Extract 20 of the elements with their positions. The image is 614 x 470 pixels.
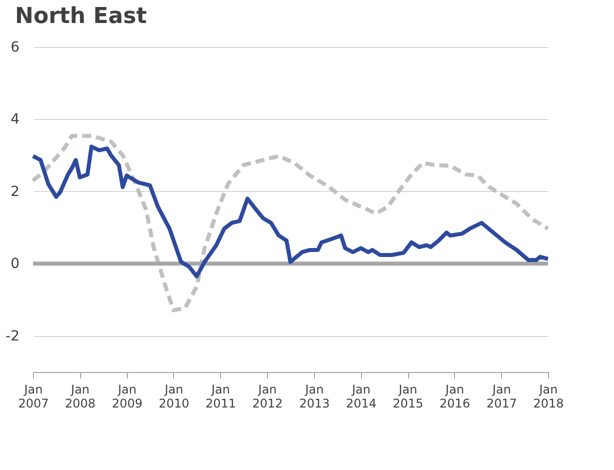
chart-title: North East	[15, 4, 148, 29]
x-tick-label: Jan 2013	[299, 382, 330, 410]
line-series	[31, 144, 550, 278]
x-tick-label: Jan 2009	[112, 382, 142, 410]
y-tick-label: 6	[10, 40, 20, 56]
x-tick-label: Jan 2011	[205, 382, 236, 410]
y-tick-label: 4	[10, 112, 20, 128]
x-tick-label: Jan 2010	[158, 382, 190, 410]
y-tick-label: 2	[10, 184, 20, 200]
x-tick-label: Jan 2018	[533, 382, 564, 410]
line-series	[31, 134, 550, 312]
x-tick-label: Jan 2016	[440, 382, 470, 410]
x-tick-label: Jan 2015	[392, 382, 424, 410]
x-tick-label: Jan 2014	[346, 382, 377, 410]
x-tick-label: Jan 2008	[65, 382, 96, 410]
y-tick-label: -2	[6, 328, 20, 344]
y-tick-label: 0	[10, 256, 20, 272]
x-tick-label: Jan 2012	[252, 382, 283, 410]
x-tick-label: Jan 2007	[18, 382, 49, 410]
x-tick-label: Jan 2017	[486, 382, 517, 410]
